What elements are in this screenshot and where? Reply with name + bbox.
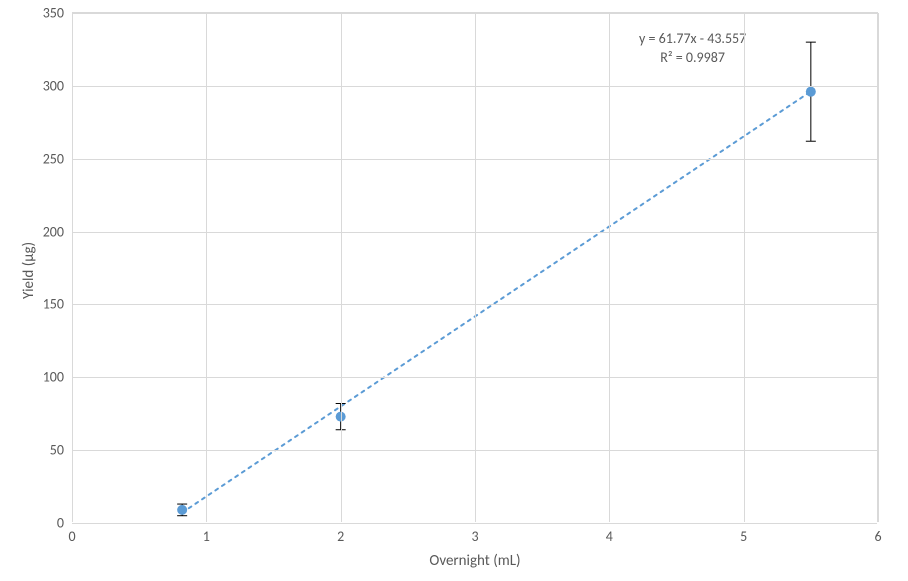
data-point (806, 42, 816, 141)
x-tick-label: 6 (874, 522, 881, 545)
x-tick-label: 3 (471, 522, 478, 545)
gridline-vertical (744, 13, 745, 522)
y-tick-label: 150 (43, 296, 72, 313)
x-axis-title: Overnight (mL) (429, 552, 520, 570)
y-tick-label: 200 (43, 223, 72, 240)
x-tick-label: 5 (740, 522, 747, 545)
trendline-annotation: y = 61.77x - 43.557 R² = 0.9987 (639, 30, 746, 68)
y-tick-label: 250 (43, 150, 72, 167)
y-tick-label: 100 (43, 369, 72, 386)
marker (806, 87, 816, 97)
trendline-equation: y = 61.77x - 43.557 (639, 30, 746, 49)
x-tick-label: 0 (68, 522, 75, 545)
plot-area: y = 61.77x - 43.557 R² = 0.9987 05010015… (72, 12, 878, 522)
gridline-vertical (206, 13, 207, 522)
gridline-vertical (878, 13, 879, 522)
gridline-vertical (475, 13, 476, 522)
data-point (177, 504, 187, 516)
gridline-vertical (609, 13, 610, 522)
gridline-vertical (341, 13, 342, 522)
marker (177, 505, 187, 515)
y-axis-title: Yield (µg) (20, 242, 38, 299)
y-tick-label: 350 (43, 5, 72, 22)
gridline-vertical (72, 13, 73, 522)
x-tick-label: 4 (606, 522, 613, 545)
scatter-chart: y = 61.77x - 43.557 R² = 0.9987 05010015… (0, 0, 908, 581)
x-tick-label: 2 (337, 522, 344, 545)
trendline-r2: R² = 0.9987 (639, 49, 746, 68)
y-tick-label: 50 (50, 442, 72, 459)
x-tick-label: 1 (203, 522, 210, 545)
y-tick-label: 300 (43, 77, 72, 94)
